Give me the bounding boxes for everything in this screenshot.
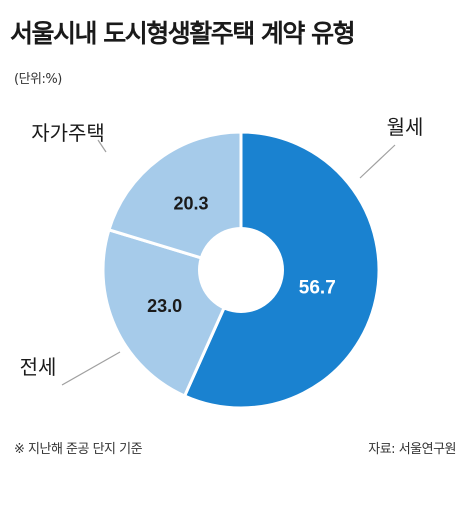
leader-line-jeonse xyxy=(61,351,121,386)
category-label-wolse: 월세 xyxy=(387,115,424,139)
chart-title: 서울시내 도시형생활주택 계약 유형 xyxy=(10,19,356,48)
donut-hole xyxy=(198,227,284,313)
value-label-wolse: 56.7 xyxy=(299,277,336,298)
slice-jaga xyxy=(107,130,243,273)
value-label-jaga: 20.3 xyxy=(173,194,208,214)
value-label-jeonse: 23.0 xyxy=(147,296,182,316)
unit-label: (단위:%) xyxy=(14,72,62,87)
category-label-jeonse: 전세 xyxy=(20,355,57,379)
leader-lines xyxy=(61,139,396,386)
footnote: ※ 지난해 준공 단지 기준 xyxy=(14,442,143,457)
leader-line-jaga xyxy=(97,139,107,153)
labels: 56.7 월세 23.0 전세 20.3 자가주택 xyxy=(20,115,424,379)
category-label-jaga: 자가주택 xyxy=(31,121,105,145)
leader-line-wolse xyxy=(359,144,396,179)
source-label: 자료: 서울연구원 xyxy=(368,442,456,457)
